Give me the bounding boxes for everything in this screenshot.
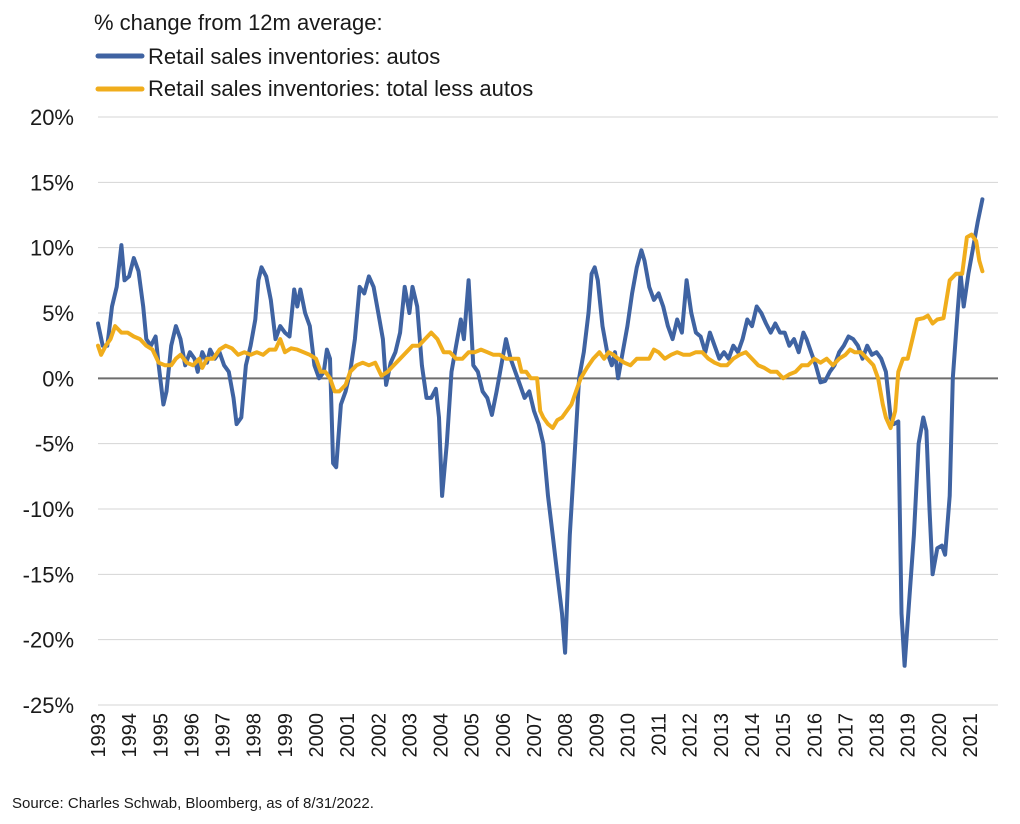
x-axis: 1993 1994 1995 1996 1997 1998 1999 2000 2001 2002… (88, 713, 982, 758)
x-tick-label: 2017 (835, 713, 857, 758)
x-tick-label: 1997 (213, 713, 235, 758)
x-tick-label: 1994 (119, 713, 141, 758)
x-tick-label: 2001 (337, 713, 359, 758)
x-tick-label: 2018 (867, 713, 889, 758)
y-tick-label: 0% (42, 366, 74, 391)
x-tick-label: 2000 (306, 713, 328, 758)
x-tick-label: 2014 (742, 713, 764, 758)
y-tick-label: -5% (35, 432, 74, 457)
x-tick-label: 1995 (150, 713, 172, 758)
legend-label-autos: Retail sales inventories: autos (148, 44, 440, 69)
y-tick-label: 10% (30, 236, 74, 261)
legend: % change from 12m average: Retail sales … (94, 10, 533, 101)
x-tick-label: 2005 (462, 713, 484, 758)
legend-label-total-less-autos: Retail sales inventories: total less aut… (148, 76, 533, 101)
source-note: Source: Charles Schwab, Bloomberg, as of… (12, 795, 374, 812)
y-tick-label: -20% (23, 628, 74, 653)
x-tick-label: 2010 (617, 713, 639, 758)
y-tick-label: -25% (23, 693, 74, 718)
series-line-autos (96, 197, 985, 668)
x-tick-label: 2012 (680, 713, 702, 758)
x-tick-label: 2021 (960, 713, 982, 758)
series-lines (96, 197, 985, 668)
x-tick-label: 2002 (368, 713, 390, 758)
x-tick-label: 2004 (431, 713, 453, 758)
gridlines (98, 116, 998, 706)
x-tick-label: 2008 (555, 713, 577, 758)
x-tick-label: 2009 (586, 713, 608, 758)
x-tick-label: 2013 (711, 713, 733, 758)
x-tick-label: 1998 (244, 713, 266, 758)
x-tick-label: 2003 (399, 713, 421, 758)
x-tick-label: 1996 (181, 713, 203, 758)
x-tick-label: 1999 (275, 713, 297, 758)
x-tick-label: 2019 (898, 713, 920, 758)
series-line-total-less-autos (96, 232, 985, 430)
x-tick-label: 1993 (88, 713, 110, 758)
x-tick-label: 2006 (493, 713, 515, 758)
y-tick-label: 5% (42, 301, 74, 326)
x-tick-label: 2007 (524, 713, 546, 758)
x-tick-label: 2015 (773, 713, 795, 758)
y-axis: 20% 15% 10% 5% 0% -5% -10% -15% -20% -25% (23, 105, 74, 718)
y-tick-label: -15% (23, 562, 74, 587)
y-tick-label: 20% (30, 105, 74, 130)
legend-title: % change from 12m average: (94, 10, 383, 35)
y-tick-label: -10% (23, 497, 74, 522)
x-tick-label: 2016 (804, 713, 826, 758)
x-tick-label: 2011 (649, 713, 671, 756)
y-tick-label: 15% (30, 170, 74, 195)
x-tick-label: 2020 (929, 713, 951, 758)
